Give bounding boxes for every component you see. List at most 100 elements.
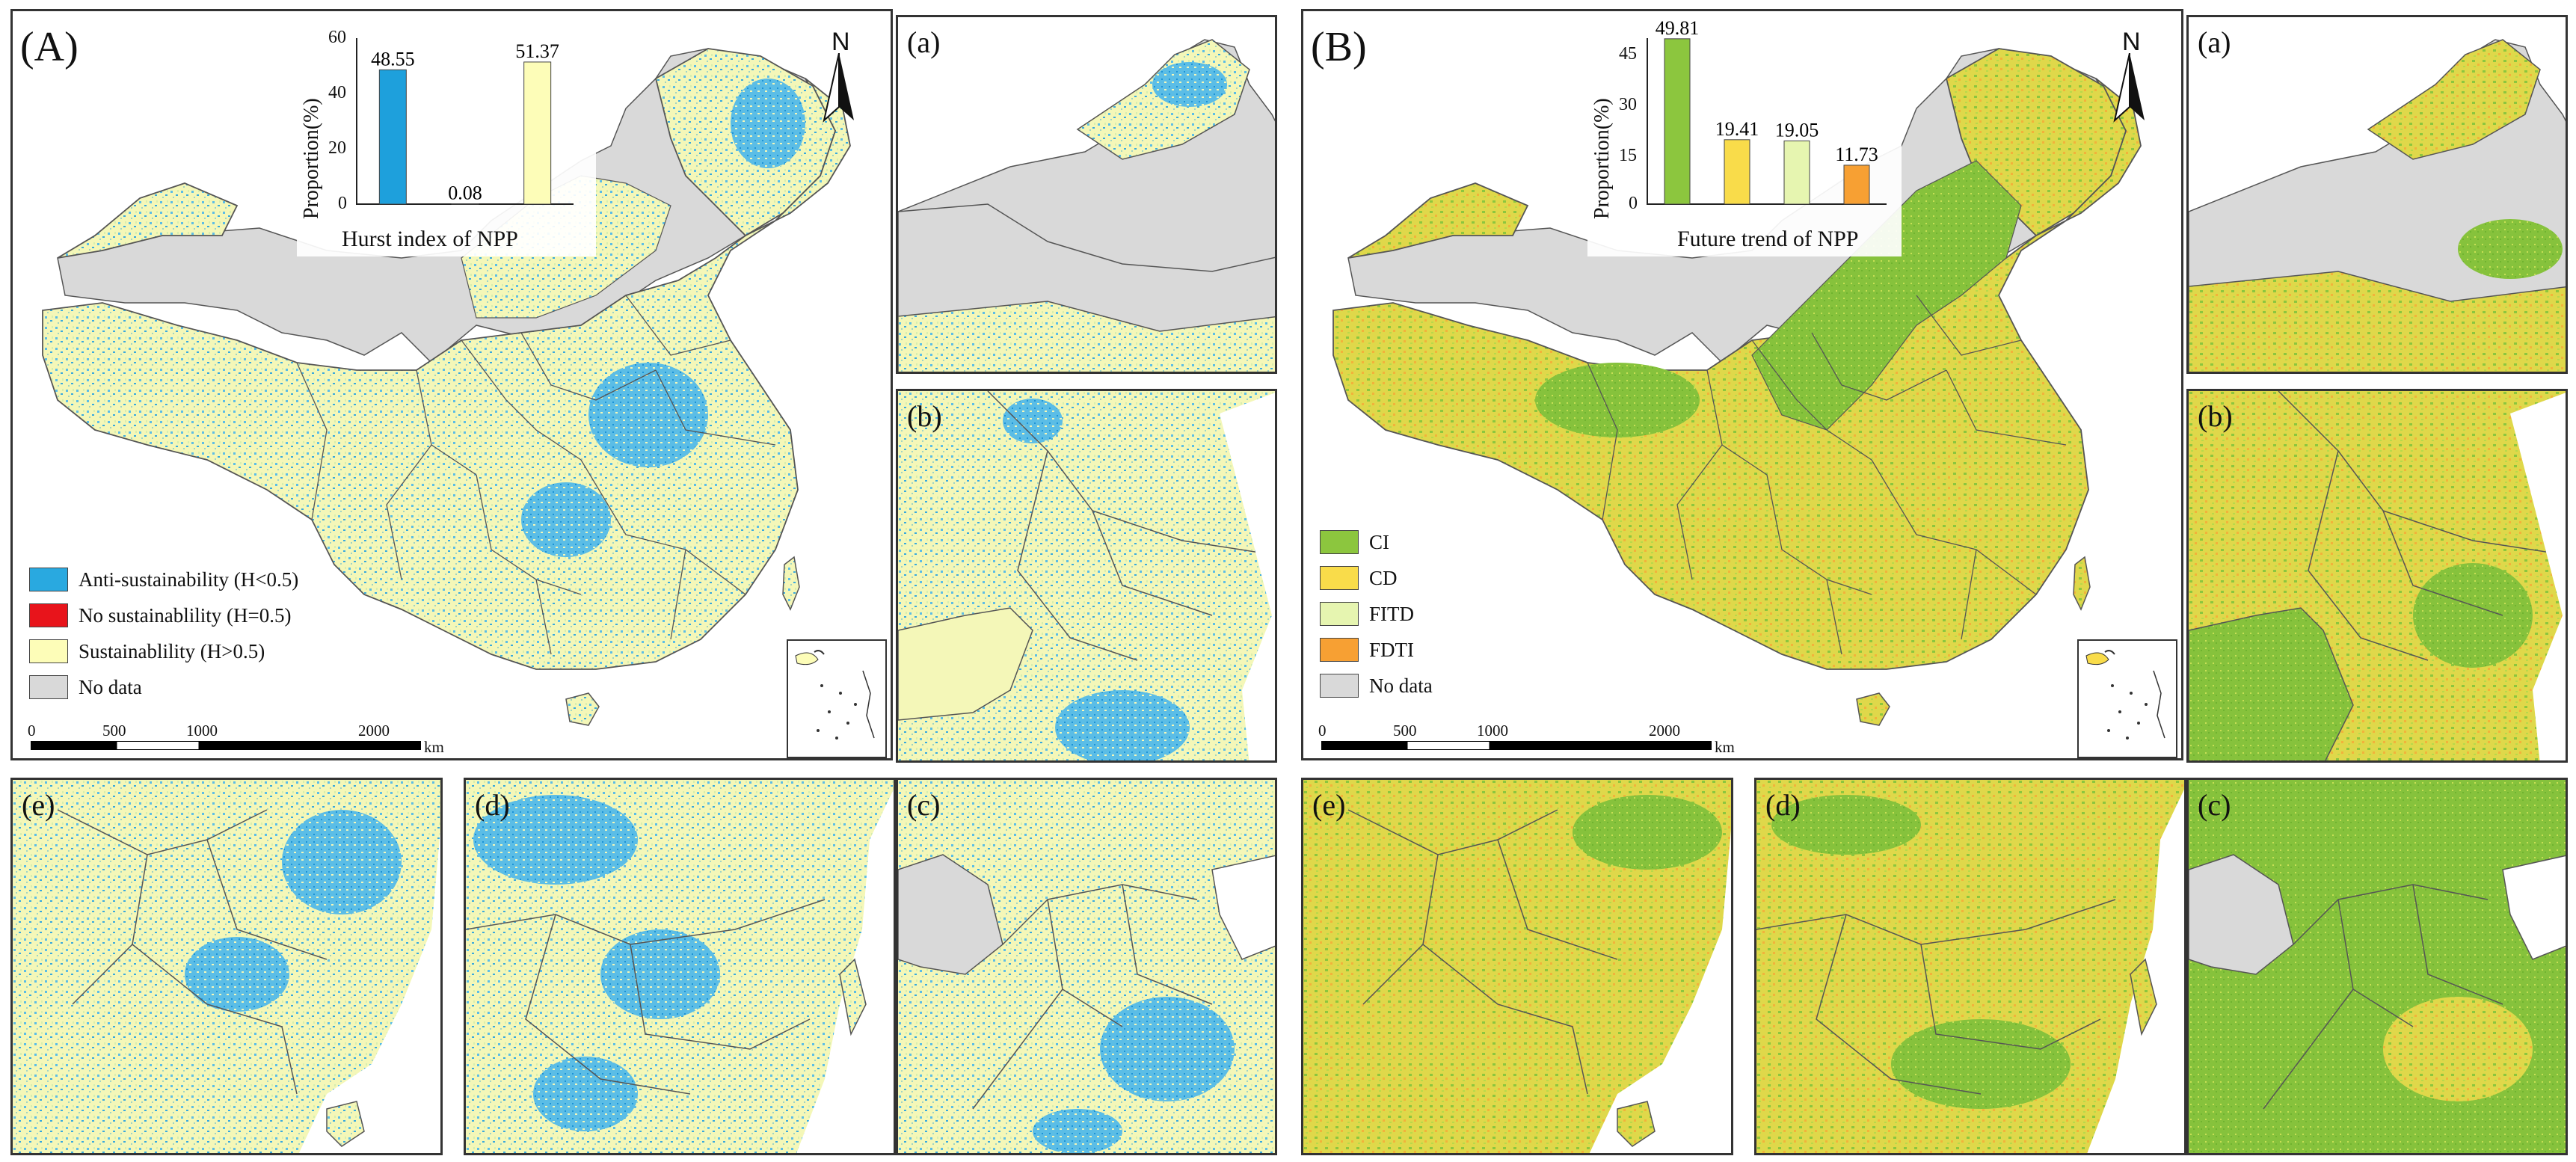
submap-a-e-map — [13, 780, 440, 1153]
chart-bar — [523, 61, 552, 205]
blue-cluster-center — [588, 363, 708, 467]
submap-label-d: (d) — [475, 788, 510, 822]
legend-b-label-fdti: FDTI — [1369, 638, 1414, 661]
legend-a-swatch-sus — [29, 639, 68, 663]
legend-a-label-sus: Sustainablility (H>0.5) — [79, 639, 265, 663]
panel-a-submap-c: (c) — [896, 778, 1277, 1155]
green-cluster-west — [1535, 363, 1700, 437]
chart-bar — [451, 203, 479, 205]
panel-a-label: (A) — [20, 24, 79, 70]
submap-label-b-b: (b) — [2198, 399, 2233, 433]
scale-a-t0: 0 — [28, 722, 36, 740]
submap-b-a-map — [2189, 17, 2566, 372]
hainan-island-b — [1856, 692, 1890, 726]
legend-b-label-cd: CD — [1369, 566, 1398, 589]
china-map-hurst — [42, 48, 851, 726]
north-label-b: N — [2122, 28, 2141, 56]
panel-a-submap-e: (e) — [10, 778, 443, 1155]
trend-ytick-45: 45 — [1619, 44, 1637, 64]
legend-b-item: FDTI — [1320, 635, 1433, 665]
legend-b: CI CD FITD FDTI No data — [1320, 527, 1433, 707]
legend-a-swatch-anti — [29, 568, 68, 591]
legend-b-swatch-fdti — [1320, 638, 1359, 662]
legend-b-swatch-ci — [1320, 530, 1359, 554]
hurst-ytick-20: 20 — [328, 138, 346, 158]
submap-label-b-d: (d) — [1765, 788, 1801, 822]
submap-label-b-c: (c) — [2198, 788, 2231, 822]
scale-bar-b: 0 500 1000 2000 km — [1318, 722, 1737, 758]
scale-b-t1: 500 — [1393, 722, 1417, 740]
legend-a-item: Sustainablility (H>0.5) — [29, 636, 298, 666]
panel-b-submap-c: (c) — [2186, 778, 2568, 1155]
scale-b-t0: 0 — [1318, 722, 1327, 740]
land-main — [42, 78, 851, 670]
hurst-ytick-40: 40 — [328, 83, 346, 102]
scale-b-t2: 1000 — [1477, 722, 1508, 740]
south-china-sea-inset-b — [2077, 639, 2177, 758]
scale-b-t3: 2000 — [1649, 722, 1680, 740]
scale-b-bar — [1321, 741, 1712, 750]
north-label-a: N — [831, 28, 850, 56]
panel-b-submap-d: (d) — [1754, 778, 2186, 1155]
legend-a-swatch-no — [29, 603, 68, 627]
province-boundaries — [296, 295, 776, 655]
south-china-sea-inset-a — [787, 639, 887, 758]
panel-b-submap-a: (a) — [2186, 15, 2568, 374]
submap-b-c-map — [2189, 780, 2566, 1153]
submap-label-b-a: (a) — [2198, 25, 2231, 59]
chart-bar-label: 11.73 — [1835, 144, 1878, 165]
north-arrow-icon — [2113, 53, 2145, 123]
chart-bar-label: 19.41 — [1715, 118, 1759, 140]
submap-label-a: (a) — [907, 25, 941, 59]
chart-bar-label: 19.05 — [1775, 119, 1819, 141]
trend-chart-xlabel: Future trend of NPP — [1677, 227, 1859, 251]
hurst-chart-plot: 48.55 0.08 51.37 — [356, 38, 574, 205]
inset-islands-a — [795, 650, 875, 740]
submap-a-d-map — [466, 780, 894, 1153]
scale-a-unit: km — [424, 738, 444, 756]
submap-label-e: (e) — [22, 788, 55, 822]
chart-bar-label: 49.81 — [1656, 17, 1700, 39]
land-northwest — [57, 182, 239, 259]
chart-bar — [1783, 140, 1810, 205]
panel-b-main-map: (B) Proportion(%) 45 30 15 0 49.81 19.41 1… — [1301, 9, 2183, 760]
submap-b-e-map — [1303, 780, 1731, 1153]
chart-axis — [356, 38, 574, 205]
china-map-future-trend — [1332, 48, 2142, 726]
panel-a-submap-d: (d) — [464, 778, 896, 1155]
land-northwest-b — [1347, 182, 1529, 259]
north-arrow-b: N — [2107, 28, 2152, 125]
legend-a-label-no: No sustainablility (H=0.5) — [79, 603, 292, 627]
scale-bar-a: 0 500 1000 2000 km — [28, 722, 446, 758]
trend-ytick-0: 0 — [1629, 194, 1638, 213]
legend-b-swatch-nodata — [1320, 674, 1359, 698]
scale-a-t1: 500 — [102, 722, 126, 740]
legend-b-label-ci: CI — [1369, 530, 1389, 553]
legend-a: Anti-sustainability (H<0.5) No sustainab… — [29, 565, 298, 708]
submap-a-c-map — [898, 780, 1275, 1153]
chart-bar-label: 48.55 — [371, 48, 415, 70]
inset-islands-b — [2085, 650, 2165, 740]
chart-bar-label: 0.08 — [448, 182, 482, 204]
chart-bar — [378, 69, 407, 205]
chart-bar — [1724, 139, 1750, 205]
hurst-ytick-60: 60 — [328, 28, 346, 47]
legend-b-swatch-cd — [1320, 566, 1359, 590]
trend-chart-plot: 49.81 19.41 19.05 11.73 — [1647, 17, 1887, 205]
submap-a-a-map — [898, 17, 1275, 372]
legend-b-item: CI — [1320, 527, 1433, 557]
panel-a-submap-b: (b) — [896, 389, 1277, 763]
legend-a-label-nodata: No data — [79, 675, 142, 698]
panel-b-submap-e: (e) — [1301, 778, 1733, 1155]
hurst-ytick-0: 0 — [338, 194, 347, 213]
trend-ytick-15: 15 — [1619, 146, 1637, 165]
legend-a-label-anti: Anti-sustainability (H<0.5) — [79, 568, 299, 591]
north-arrow-a: N — [817, 28, 861, 125]
legend-b-item: FITD — [1320, 599, 1433, 629]
chart-bar — [1843, 165, 1870, 205]
submap-b-d-map — [1756, 780, 2184, 1153]
hurst-bar-chart: Proportion(%) 60 40 20 0 48.55 0.08 51.37 … — [297, 17, 596, 256]
scale-a-t2: 1000 — [186, 722, 218, 740]
legend-b-item: No data — [1320, 671, 1433, 701]
panel-a-main-map: (A) Proportion(%) 60 40 20 0 48.55 0.08 51… — [10, 9, 893, 760]
